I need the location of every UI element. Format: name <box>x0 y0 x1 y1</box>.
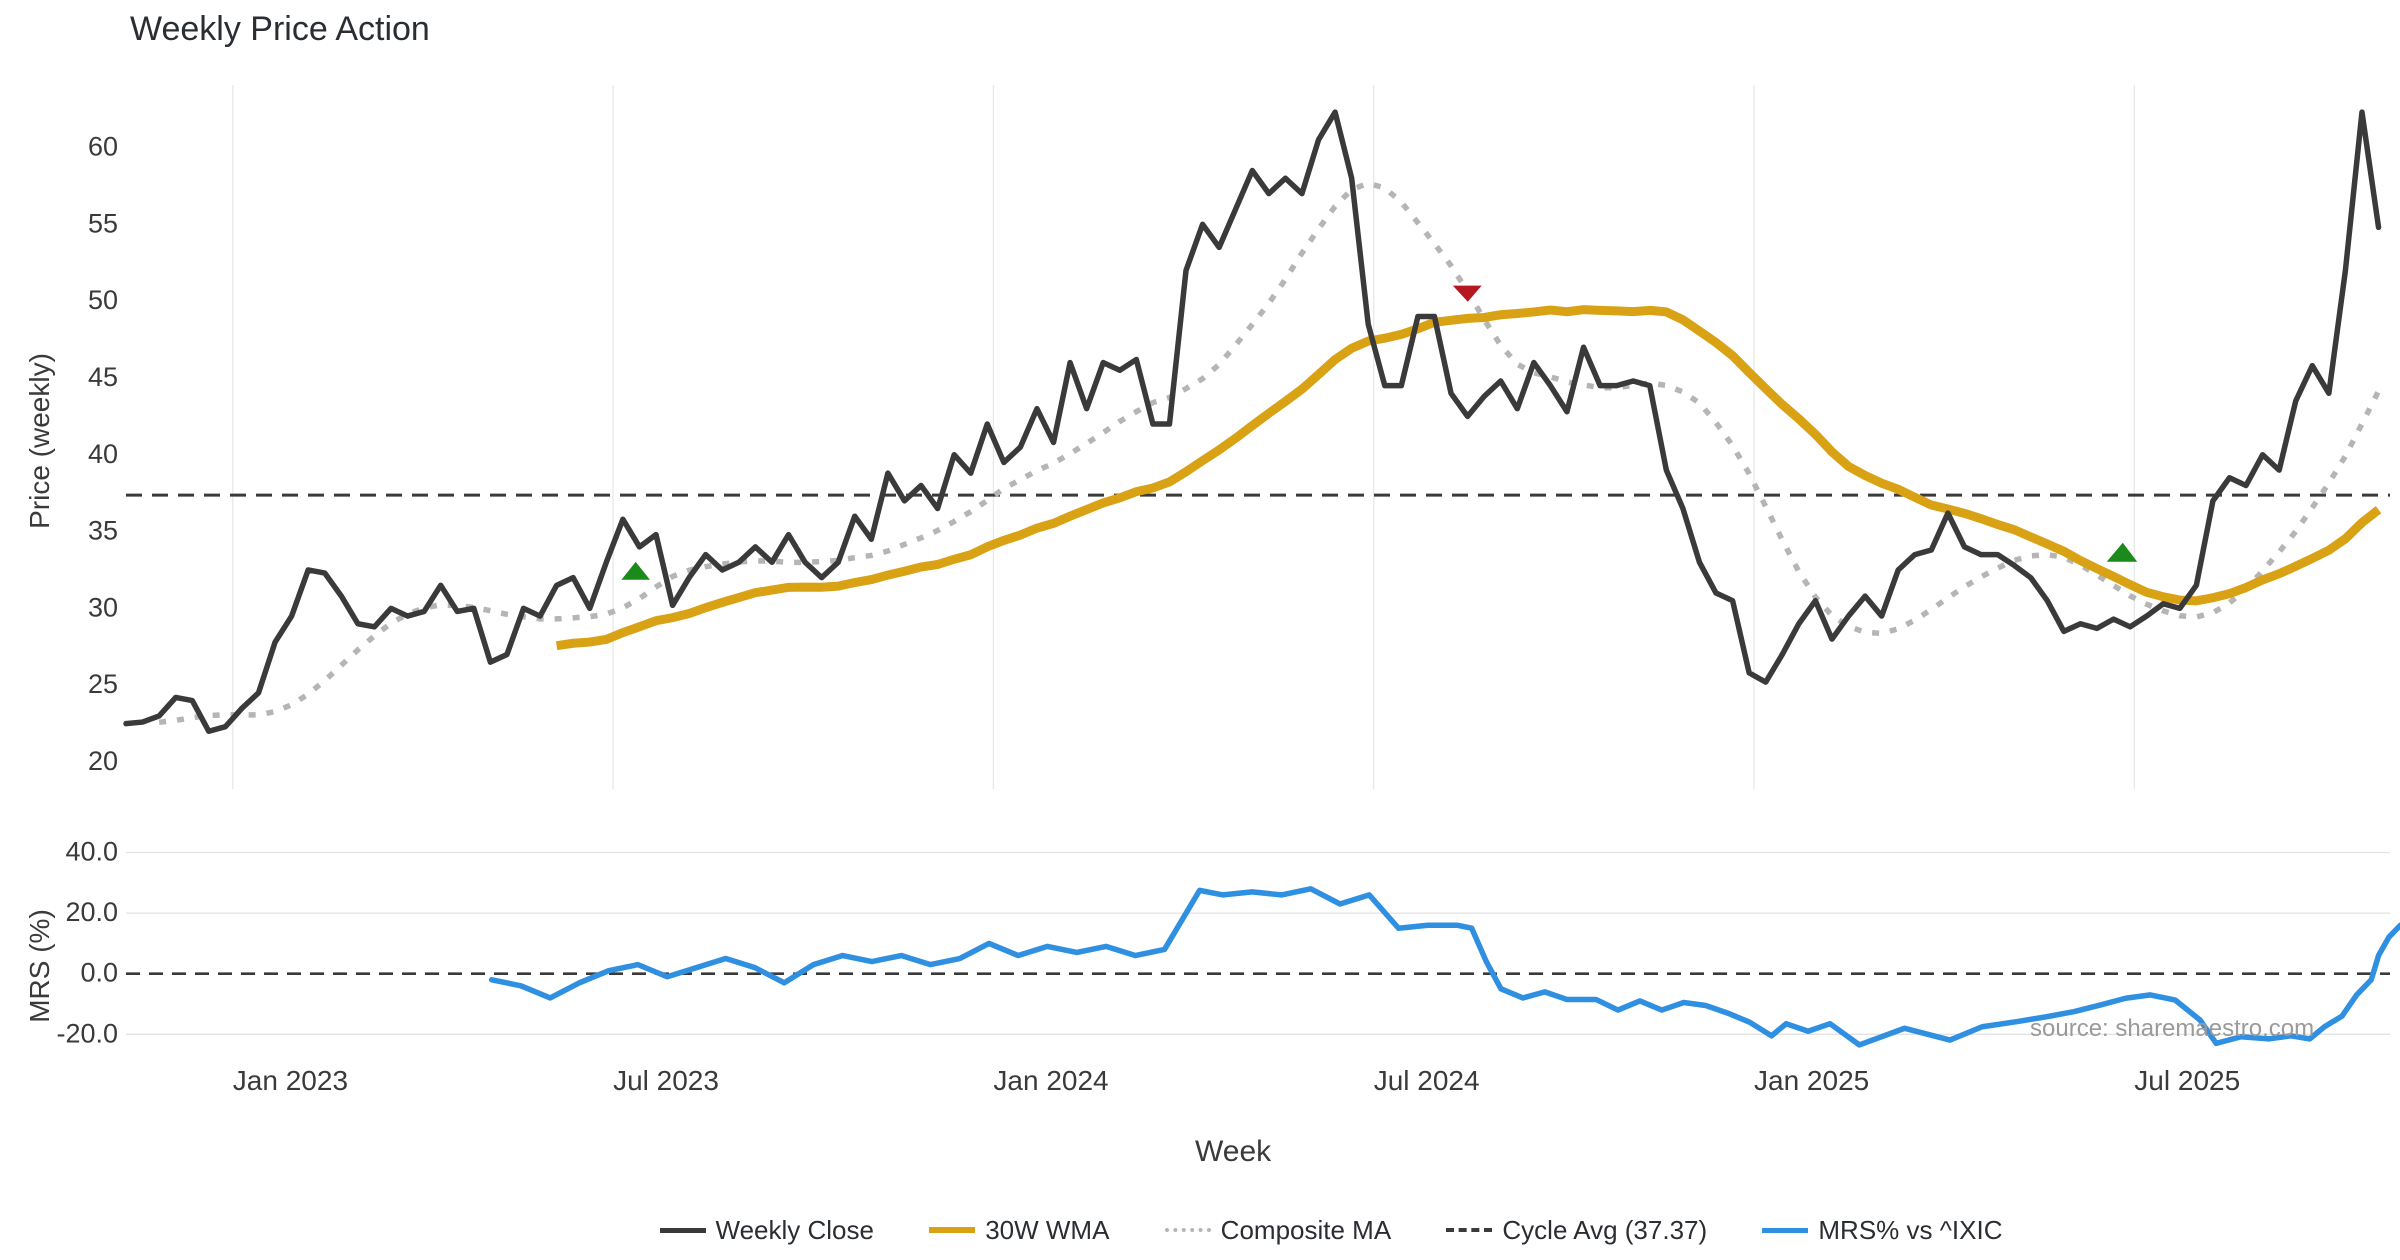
svg-text:25: 25 <box>88 669 118 699</box>
svg-text:Jan 2024: Jan 2024 <box>993 1065 1108 1096</box>
svg-text:20.0: 20.0 <box>65 897 118 927</box>
svg-text:Jul 2023: Jul 2023 <box>613 1065 719 1096</box>
svg-text:60: 60 <box>88 132 118 162</box>
svg-text:-20.0: -20.0 <box>56 1018 118 1048</box>
svg-text:Jan 2023: Jan 2023 <box>233 1065 348 1096</box>
svg-text:40: 40 <box>88 439 118 469</box>
svg-text:55: 55 <box>88 208 118 238</box>
svg-text:40.0: 40.0 <box>65 837 118 867</box>
svg-text:0.0: 0.0 <box>80 958 118 988</box>
svg-text:50: 50 <box>88 285 118 315</box>
svg-text:Jan 2025: Jan 2025 <box>1754 1065 1869 1096</box>
svg-text:45: 45 <box>88 362 118 392</box>
svg-text:20: 20 <box>88 746 118 776</box>
svg-text:Jul 2024: Jul 2024 <box>1374 1065 1480 1096</box>
svg-text:30: 30 <box>88 592 118 622</box>
svg-text:Jul 2025: Jul 2025 <box>2134 1065 2240 1096</box>
svg-text:35: 35 <box>88 516 118 546</box>
